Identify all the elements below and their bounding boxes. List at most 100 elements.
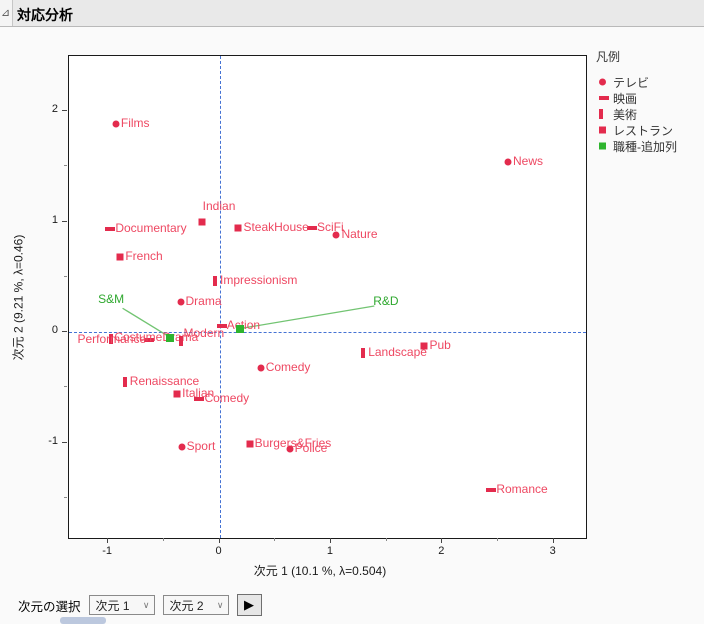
reference-line-y0 [69, 332, 586, 333]
point-label-italian[interactable]: Italian [182, 385, 215, 400]
point-label-steakhouse[interactable]: SteakHouse [243, 220, 309, 235]
reference-line-x0 [219, 56, 221, 538]
x-major-tick [441, 538, 443, 543]
point-marker-steakhouse[interactable] [234, 224, 242, 232]
point-label-comedy[interactable]: Comedy [204, 391, 250, 406]
point-marker-s-m[interactable] [166, 333, 175, 342]
point-marker-burgers-fries[interactable] [246, 440, 254, 448]
y-tick-label: 1 [51, 213, 58, 226]
point-label-pub[interactable]: Pub [429, 338, 451, 353]
x-major-tick [218, 538, 220, 543]
point-marker-action[interactable] [216, 324, 227, 329]
point-label-nature[interactable]: Nature [341, 226, 378, 241]
circle-icon [599, 78, 606, 86]
disclosure-triangle-icon[interactable]: ⊿ [1, 7, 11, 19]
y-minor-tick [64, 496, 67, 498]
point-label-indian[interactable]: Indian [202, 198, 236, 213]
legend-item-square[interactable]: レストラン [596, 122, 702, 138]
point-marker-impressionism[interactable] [213, 276, 218, 287]
y-axis-label: 次元 2 (9.21 %, λ=0.46) [11, 234, 26, 361]
leader-lines [122, 305, 375, 339]
point-label-drama[interactable]: Drama [185, 294, 222, 309]
hbar-icon [599, 96, 609, 100]
point-marker-r-d[interactable] [235, 324, 244, 333]
point-marker-romance[interactable] [486, 488, 497, 492]
point-marker-police[interactable] [286, 445, 294, 453]
point-label-french[interactable]: French [125, 248, 163, 263]
point-marker-films[interactable] [112, 120, 120, 128]
point-marker-news[interactable] [504, 158, 512, 166]
legend-item-label: レストラン [613, 123, 674, 138]
y-major-tick [62, 110, 67, 111]
point-marker-french[interactable] [116, 253, 124, 261]
x-minor-tick [274, 538, 276, 541]
point-label-impressionism[interactable]: Impressionism [220, 273, 298, 288]
chevron-down-icon: ∨ [142, 599, 150, 610]
point-marker-scifi[interactable] [306, 226, 317, 231]
point-marker-documentary[interactable] [105, 227, 116, 232]
point-marker-landscape[interactable] [361, 347, 366, 358]
y-major-tick [62, 441, 67, 443]
y-minor-tick [64, 275, 67, 277]
vbar-icon [599, 109, 603, 119]
point-label-romance[interactable]: Romance [496, 482, 548, 496]
point-label-comedy[interactable]: Comedy [265, 360, 311, 375]
point-label-renaissance[interactable]: Renaissance [129, 373, 200, 388]
point-label-modern[interactable]: Modern [183, 325, 225, 340]
y-tick-label: 2 [51, 103, 58, 115]
point-label-r-d[interactable]: R&D [373, 294, 399, 309]
point-marker-costumedrama[interactable] [144, 337, 155, 342]
y-major-tick [62, 220, 67, 222]
point-label-sport[interactable]: Sport [186, 438, 216, 453]
point-marker-sport[interactable] [178, 443, 186, 451]
horizontal-scrollbar-thumb[interactable] [60, 617, 106, 624]
chevron-down-icon: ∨ [216, 599, 224, 610]
point-marker-indian[interactable] [198, 218, 206, 225]
point-marker-comedy[interactable] [257, 364, 265, 372]
x-tick-label: 0 [215, 545, 222, 557]
x-major-tick [329, 538, 331, 543]
legend-item-hbar[interactable]: 映画 [596, 90, 702, 106]
point-label-costumedrama[interactable]: CostumeDrama [114, 329, 199, 344]
point-marker-drama[interactable] [177, 298, 184, 306]
legend-panel: 凡例 テレビ 映画 美術 レストラン 職種-追加列 [596, 48, 702, 154]
y-tick-label: -1 [48, 434, 58, 447]
point-label-performance[interactable]: Performance [77, 331, 147, 346]
x-tick-label: 2 [438, 545, 445, 557]
apply-dimensions-button[interactable]: ▶ [236, 594, 262, 616]
point-marker-renaissance[interactable] [122, 376, 127, 387]
point-marker-italian[interactable] [173, 390, 181, 398]
point-marker-performance[interactable] [109, 333, 114, 344]
outline-gutter [0, 0, 13, 26]
point-label-landscape[interactable]: Landscape [368, 344, 427, 359]
legend-item-gsquare[interactable]: 職種-追加列 [596, 138, 702, 154]
x-tick-label: -1 [102, 545, 112, 557]
dimension2-value: 次元 2 [169, 598, 204, 613]
point-label-news[interactable]: News [513, 153, 544, 168]
point-label-documentary[interactable]: Documentary [115, 221, 187, 236]
point-marker-nature[interactable] [332, 231, 340, 239]
point-label-police[interactable]: Police [294, 441, 328, 456]
point-marker-modern[interactable] [178, 335, 183, 346]
plot-frame[interactable]: Films News Nature Drama Comedy Sport Police Doc… [68, 55, 587, 539]
legend-item-vbar[interactable]: 美術 [596, 106, 702, 122]
legend-item-label: テレビ [613, 75, 650, 90]
point-label-films[interactable]: Films [120, 116, 150, 131]
play-arrow-icon: ▶ [244, 597, 255, 612]
dimension1-select[interactable]: 次元 1 ∨ [88, 595, 155, 615]
y-major-tick [62, 331, 67, 332]
report-title-bar: ⊿ 対応分析 [0, 0, 704, 27]
point-label-burgers-fries[interactable]: Burgers&Fries [254, 435, 332, 450]
point-label-s-m[interactable]: S&M [98, 291, 125, 306]
x-minor-tick [385, 538, 387, 541]
square-icon [599, 126, 606, 134]
dimension2-select[interactable]: 次元 2 ∨ [162, 595, 229, 615]
legend-item-circle[interactable]: テレビ [596, 74, 702, 90]
point-label-scifi[interactable]: SciFi [316, 220, 344, 235]
point-marker-pub[interactable] [420, 342, 428, 350]
legend-item-label: 美術 [613, 107, 638, 122]
dimension1-value: 次元 1 [95, 598, 130, 613]
x-major-tick [552, 538, 554, 543]
x-minor-tick [497, 538, 498, 541]
point-marker-comedy[interactable] [194, 397, 205, 402]
